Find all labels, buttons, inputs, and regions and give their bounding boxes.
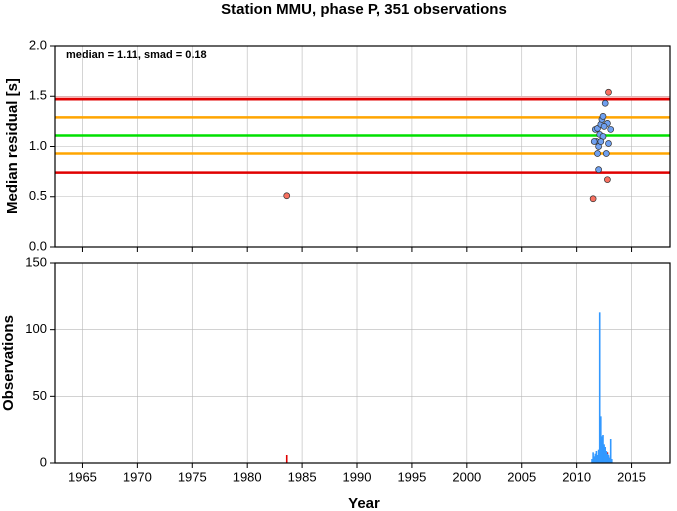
bar <box>285 455 288 463</box>
point <box>607 126 615 133</box>
bar <box>598 312 601 463</box>
point <box>595 166 602 173</box>
bar <box>609 439 612 463</box>
bar <box>601 436 603 463</box>
point <box>589 195 597 203</box>
bar <box>608 457 611 463</box>
point <box>605 88 612 96</box>
point <box>601 99 609 107</box>
chart-title: Station MMU, phase P, 351 observations <box>221 1 507 18</box>
y-tick-label: 1.5 <box>29 88 47 103</box>
bar <box>593 456 596 463</box>
x-tick-label: 1995 <box>397 469 426 484</box>
y-axis-label: Median residual [s] <box>4 78 21 214</box>
y-tick-label: 50 <box>33 388 47 403</box>
point <box>600 123 608 130</box>
x-tick-label: 1980 <box>233 469 262 484</box>
x-tick-label: 1990 <box>343 469 372 484</box>
bar <box>602 435 604 463</box>
bar <box>591 459 593 463</box>
y-tick-label: 0 <box>40 454 47 469</box>
plot-frame <box>54 45 671 248</box>
x-axis-label: Year <box>348 495 380 511</box>
y-tick-label: 0.0 <box>29 238 47 253</box>
x-tick-label: 1975 <box>178 469 207 484</box>
y-tick-label: 1.0 <box>29 138 47 153</box>
bar <box>600 416 602 463</box>
point <box>605 140 612 147</box>
point <box>602 150 610 157</box>
y-tick-label: 150 <box>25 254 47 269</box>
point <box>590 138 598 145</box>
bar <box>604 447 607 463</box>
x-tick-label: 2000 <box>452 469 481 484</box>
bar <box>605 451 608 463</box>
bar <box>596 455 599 463</box>
bar <box>594 453 597 463</box>
bar <box>595 451 598 463</box>
bar <box>606 453 609 463</box>
point <box>597 138 605 145</box>
bar <box>603 444 605 463</box>
y-tick-label: 100 <box>25 321 47 336</box>
x-tick-label: 2015 <box>617 469 646 484</box>
point <box>283 192 291 200</box>
bar <box>592 452 594 463</box>
plot-frame <box>54 262 671 464</box>
bar <box>610 459 613 463</box>
bar <box>597 449 600 463</box>
bar <box>607 455 610 463</box>
y-tick-label: 0.5 <box>29 188 47 203</box>
x-tick-label: 1985 <box>288 469 317 484</box>
y-axis-label: Observations <box>0 315 17 411</box>
y-tick-label: 2.0 <box>29 37 47 52</box>
x-tick-label: 2005 <box>507 469 536 484</box>
x-tick-label: 2010 <box>562 469 591 484</box>
x-tick-label: 1965 <box>68 469 97 484</box>
annotation: median = 1.11, smad = 0.18 <box>66 49 207 61</box>
point <box>594 150 601 157</box>
point <box>604 176 611 184</box>
point <box>599 112 607 120</box>
x-tick-label: 1970 <box>123 469 152 484</box>
